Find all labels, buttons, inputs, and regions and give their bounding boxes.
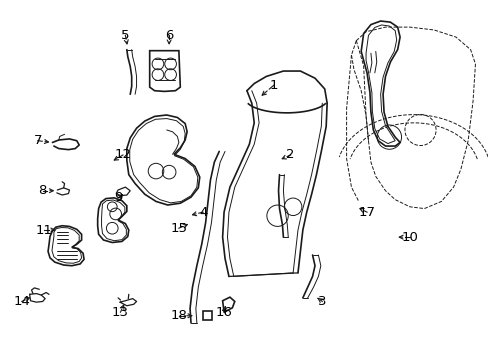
Text: 7: 7 bbox=[34, 134, 42, 147]
Text: 4: 4 bbox=[199, 206, 207, 219]
Text: 2: 2 bbox=[286, 148, 294, 162]
Text: 18: 18 bbox=[170, 309, 187, 322]
Text: 1: 1 bbox=[269, 79, 277, 92]
Text: 8: 8 bbox=[39, 184, 47, 197]
Text: 13: 13 bbox=[112, 306, 129, 319]
Text: 12: 12 bbox=[114, 148, 131, 162]
Text: 3: 3 bbox=[317, 295, 326, 308]
Text: 9: 9 bbox=[114, 192, 122, 204]
Text: 14: 14 bbox=[13, 295, 30, 308]
Text: 5: 5 bbox=[121, 29, 129, 42]
Text: 16: 16 bbox=[215, 306, 232, 319]
Text: 17: 17 bbox=[358, 206, 375, 219]
Text: 6: 6 bbox=[164, 29, 173, 42]
Text: 10: 10 bbox=[401, 231, 417, 244]
Text: 11: 11 bbox=[36, 224, 53, 237]
Text: 15: 15 bbox=[170, 222, 187, 235]
